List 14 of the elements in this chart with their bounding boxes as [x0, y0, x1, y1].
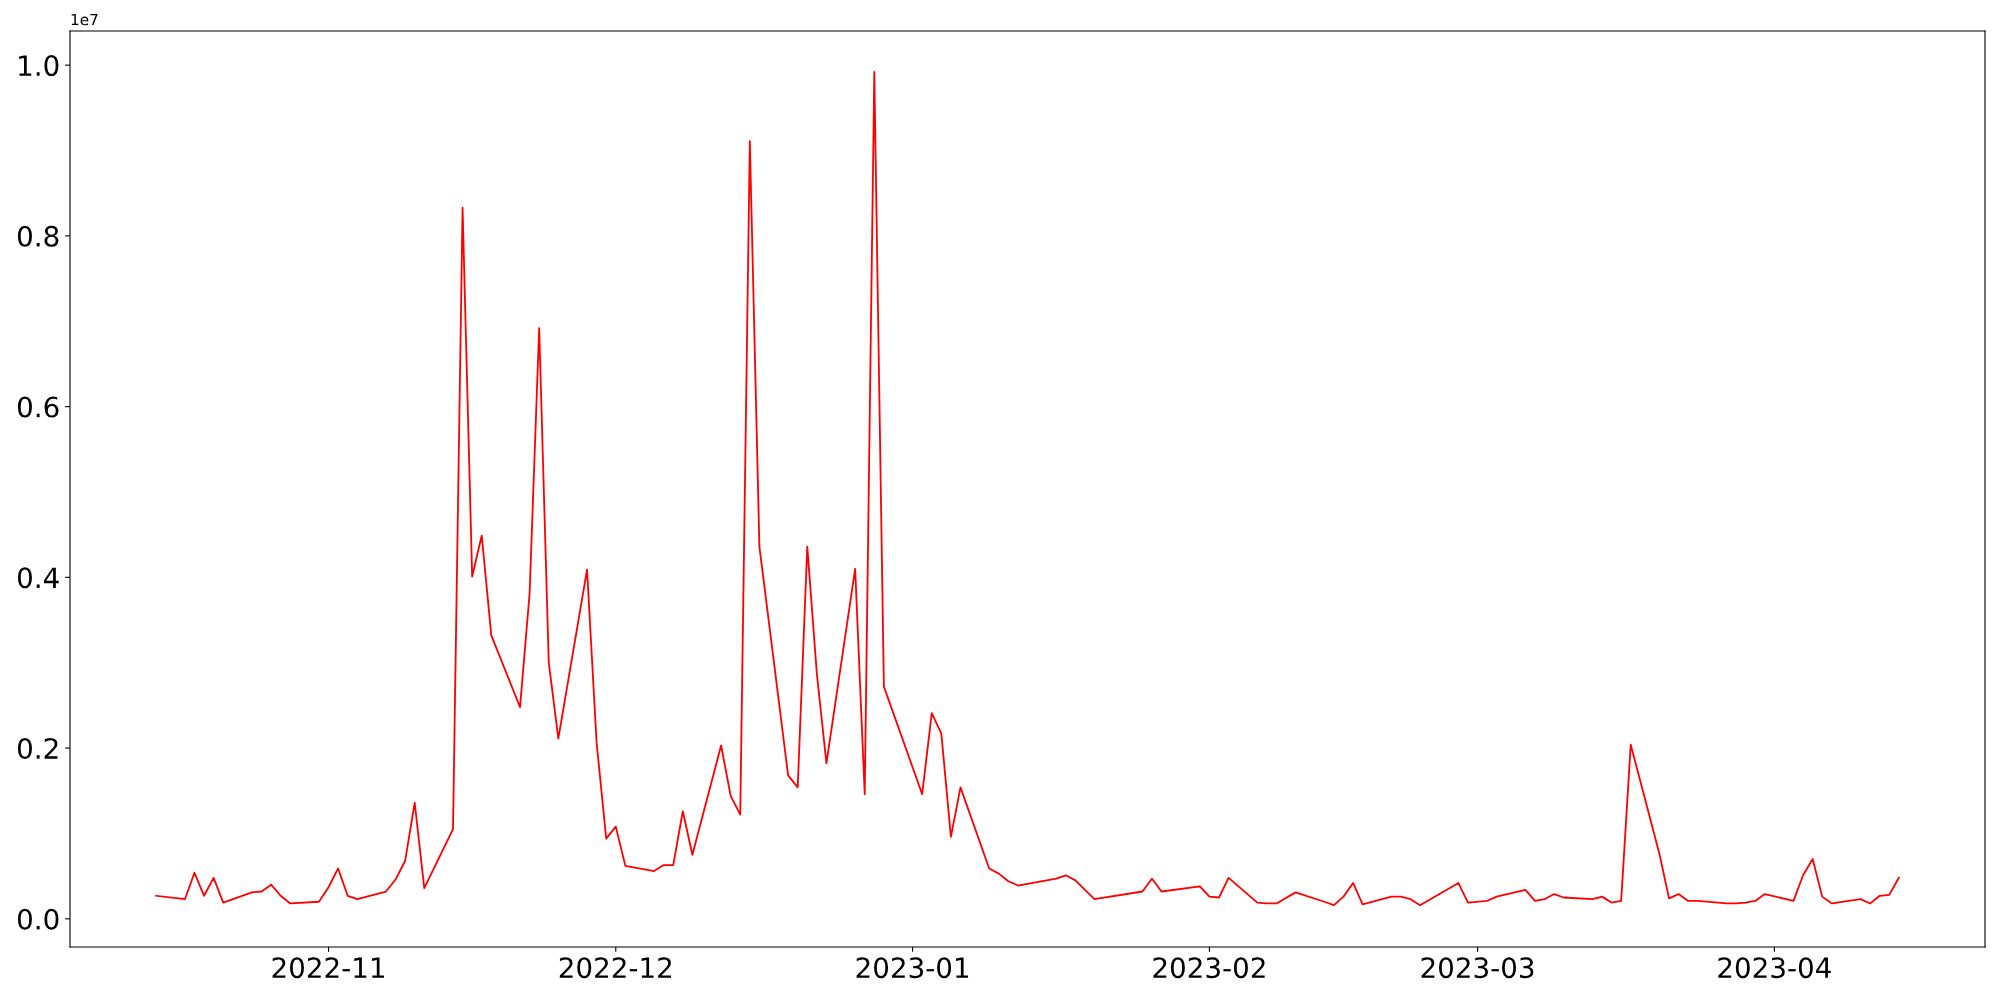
x-tick-label: 2022-12 — [559, 957, 672, 979]
y-tick-label: 0.8 — [17, 225, 59, 247]
x-tick-label: 2023-01 — [856, 957, 969, 979]
x-tick-label: 2023-02 — [1153, 957, 1265, 979]
line-series — [155, 71, 1900, 907]
y-tick-label: 0.2 — [17, 738, 58, 760]
y-tick-label: 0.4 — [17, 567, 59, 589]
y-tick-label: 1.0 — [19, 55, 59, 77]
text: 1e7 — [71, 13, 98, 26]
y-tick-label: 0.0 — [17, 908, 59, 930]
x-tick-label: 2022-11 — [272, 957, 384, 979]
y-tick-label: 0.6 — [17, 396, 59, 418]
x-tick-label: 2023-03 — [1421, 957, 1534, 979]
x-tick-label: 2023-04 — [1718, 957, 1831, 979]
